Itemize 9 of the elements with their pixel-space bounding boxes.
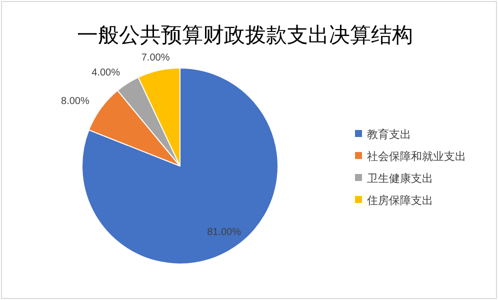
legend-label: 教育支出 [367,128,411,141]
legend-label: 住房保障支出 [367,194,433,207]
data-label: 7.00% [141,52,170,64]
data-label: 8.00% [61,96,90,108]
legend-label: 卫生健康支出 [367,172,433,185]
legend-label: 社会保障和就业支出 [367,150,466,163]
chart-title: 一般公共预算财政拨款支出决算结构 [77,24,413,47]
data-label: 81.00% [207,226,242,238]
data-label: 4.00% [92,67,120,78]
